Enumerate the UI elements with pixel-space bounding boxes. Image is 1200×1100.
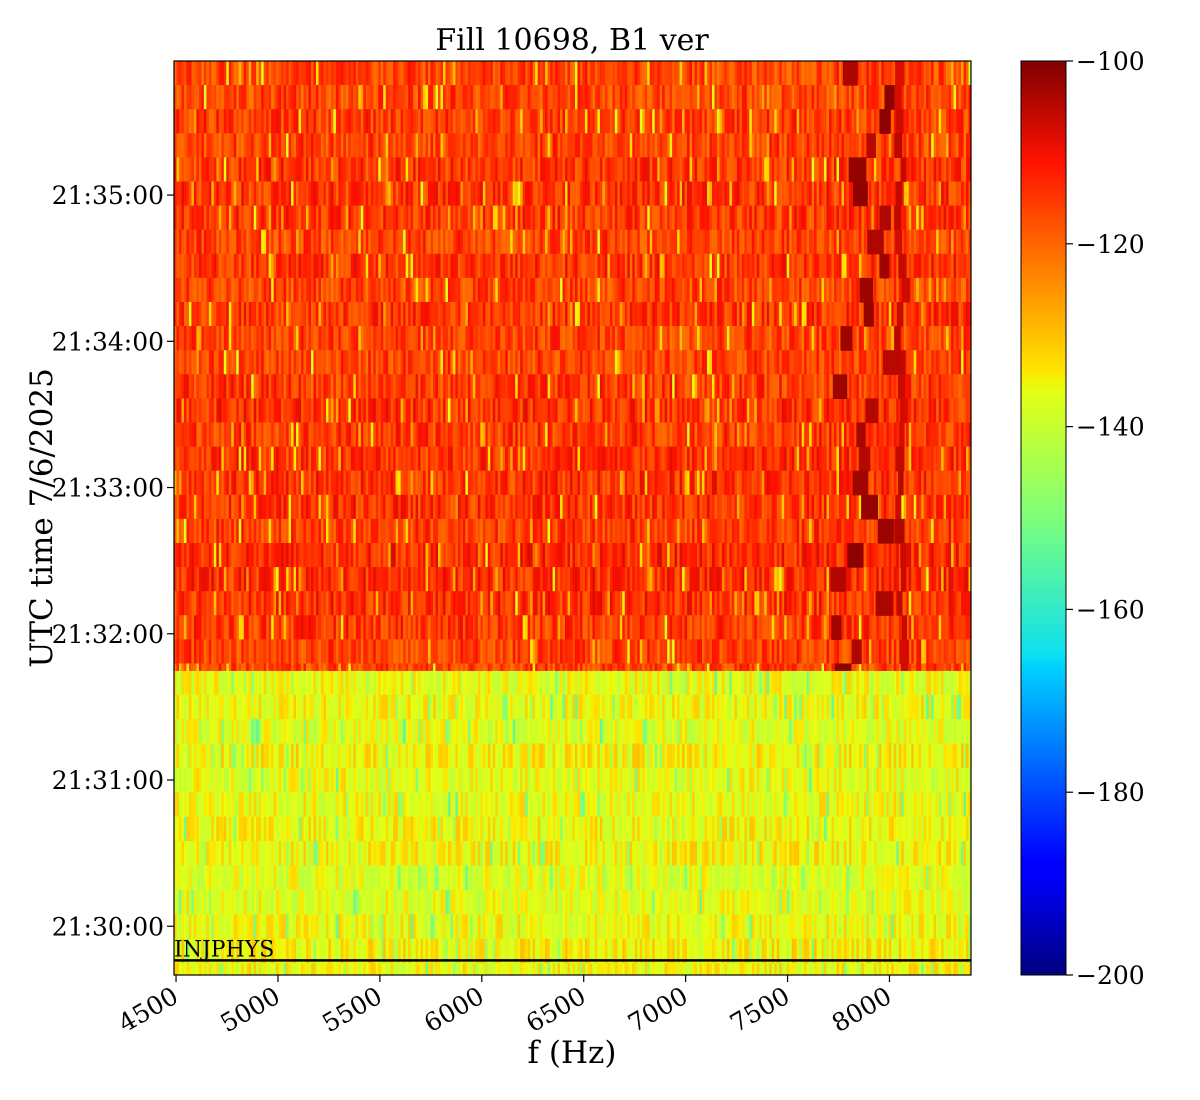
y-axis-label: UTC time 7/6/2025 [24, 368, 60, 668]
plot-frame [173, 60, 972, 976]
heatmap-region [174, 61, 971, 671]
x-tick-label: 8000 [827, 981, 897, 1038]
x-tick-label: 5000 [215, 981, 285, 1038]
x-tick-label: 6000 [419, 981, 489, 1038]
y-tick-label: 21:35:00 [52, 181, 164, 210]
y-axis: 21:30:00 21:31:00 21:32:00 21:33:00 21:34:00… [52, 181, 174, 941]
x-tick-label: 7000 [623, 981, 693, 1038]
x-tick-label: 5500 [317, 981, 387, 1038]
annotation-label: INJPHYS [174, 937, 274, 962]
heatmap-region [174, 670, 971, 975]
y-tick-label: 21:34:00 [52, 327, 164, 356]
y-tick-label: 21:31:00 [52, 766, 164, 795]
y-tick-label: 21:33:00 [52, 474, 164, 503]
y-tick-label: 21:30:00 [52, 912, 164, 941]
colorbar-axis: −100 −120 −140 −160 −180 −200 [1066, 47, 1145, 990]
colorbar [1020, 60, 1067, 976]
heatmap-area [174, 61, 971, 975]
colorbar-tick-label: −140 [1076, 413, 1145, 442]
annotations: INJPHYS [174, 937, 971, 962]
colorbar-tick-label: −100 [1076, 47, 1145, 76]
x-axis-label: f (Hz) [528, 1035, 617, 1071]
x-tick-label: 7500 [725, 981, 795, 1038]
x-tick-label: 6500 [521, 981, 591, 1038]
colorbar-tick-label: −120 [1076, 230, 1145, 259]
colorbar-tick-label: −200 [1076, 961, 1145, 990]
colorbar-tick-label: −180 [1076, 778, 1145, 807]
colorbar-tick-label: −160 [1076, 595, 1145, 624]
y-tick-label: 21:32:00 [52, 620, 164, 649]
resonance-line [831, 61, 911, 671]
chart-title: Fill 10698, B1 ver [435, 23, 709, 58]
x-axis: 4500 5000 5500 6000 6500 7000 7500 8000 [113, 975, 896, 1038]
x-tick-label: 4500 [113, 981, 183, 1038]
